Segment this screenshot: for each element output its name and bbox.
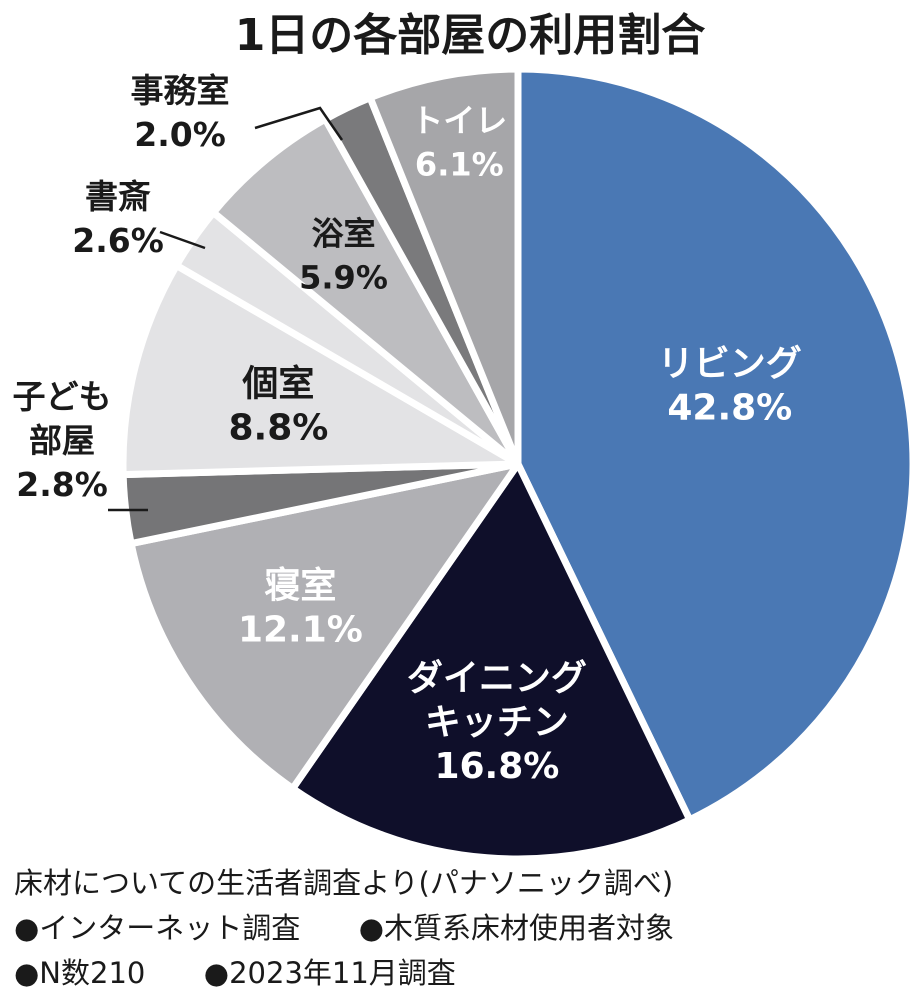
value-label-浴室: 5.9% (299, 259, 388, 297)
value-label-子ども部屋: 2.8% (16, 465, 108, 504)
leader-line-書斎 (159, 230, 206, 250)
note-survey-date: ●2023年11月調査 (203, 956, 456, 990)
pie-slice-ダイニングキッチン (289, 460, 694, 863)
pie-slice-トイレ (366, 65, 522, 468)
value-label-事務室: 2.0% (134, 115, 226, 154)
slice-label-トイレ-0: トイレ (411, 102, 507, 140)
slice-label-子ども部屋-1: 部屋 (29, 421, 95, 460)
value-label-寝室: 12.1% (238, 610, 363, 651)
note-internet-survey: ●インターネット調査 (14, 911, 301, 945)
slice-label-リビング-0: リビング (658, 344, 802, 385)
note-sample-size: ●N数210 (14, 956, 146, 990)
source-note: 床材についての生活者調査より(パナソニック調べ) (14, 860, 673, 902)
method-notes: ●インターネット調査 ●木質系床材使用者対象 (14, 905, 674, 947)
value-label-トイレ: 6.1% (415, 146, 504, 184)
slice-label-浴室-0: 浴室 (311, 215, 375, 253)
slice-label-子ども部屋-0: 子ども (13, 377, 112, 416)
value-label-個室: 8.8% (228, 407, 328, 448)
slice-label-寝室-0: 寝室 (264, 565, 336, 607)
pie-slice-リビング (514, 65, 913, 824)
value-label-リビング: 42.8% (667, 388, 792, 429)
slice-label-事務室-0: 事務室 (131, 71, 230, 110)
sample-notes: ●N数210 ●2023年11月調査 (14, 950, 456, 992)
note-target: ●木質系床材使用者対象 (358, 911, 675, 945)
slice-label-ダイニングキッチン-0: ダイニング (407, 658, 587, 699)
source-text: 床材についての生活者調査より(パナソニック調べ) (14, 866, 674, 900)
value-label-書斎: 2.6% (72, 221, 164, 260)
slice-label-書斎-0: 書斎 (85, 177, 151, 216)
slice-label-個室-0: 個室 (241, 363, 314, 404)
slice-label-ダイニングキッチン-1: キッチン (425, 702, 569, 743)
chart-title: 1日の各部屋の利用割合 (235, 10, 706, 61)
pie-slice-個室 (119, 261, 522, 479)
leader-line-事務室 (254, 106, 344, 141)
pie-slice-寝室 (127, 460, 522, 792)
value-label-ダイニングキッチン: 16.8% (434, 746, 559, 787)
